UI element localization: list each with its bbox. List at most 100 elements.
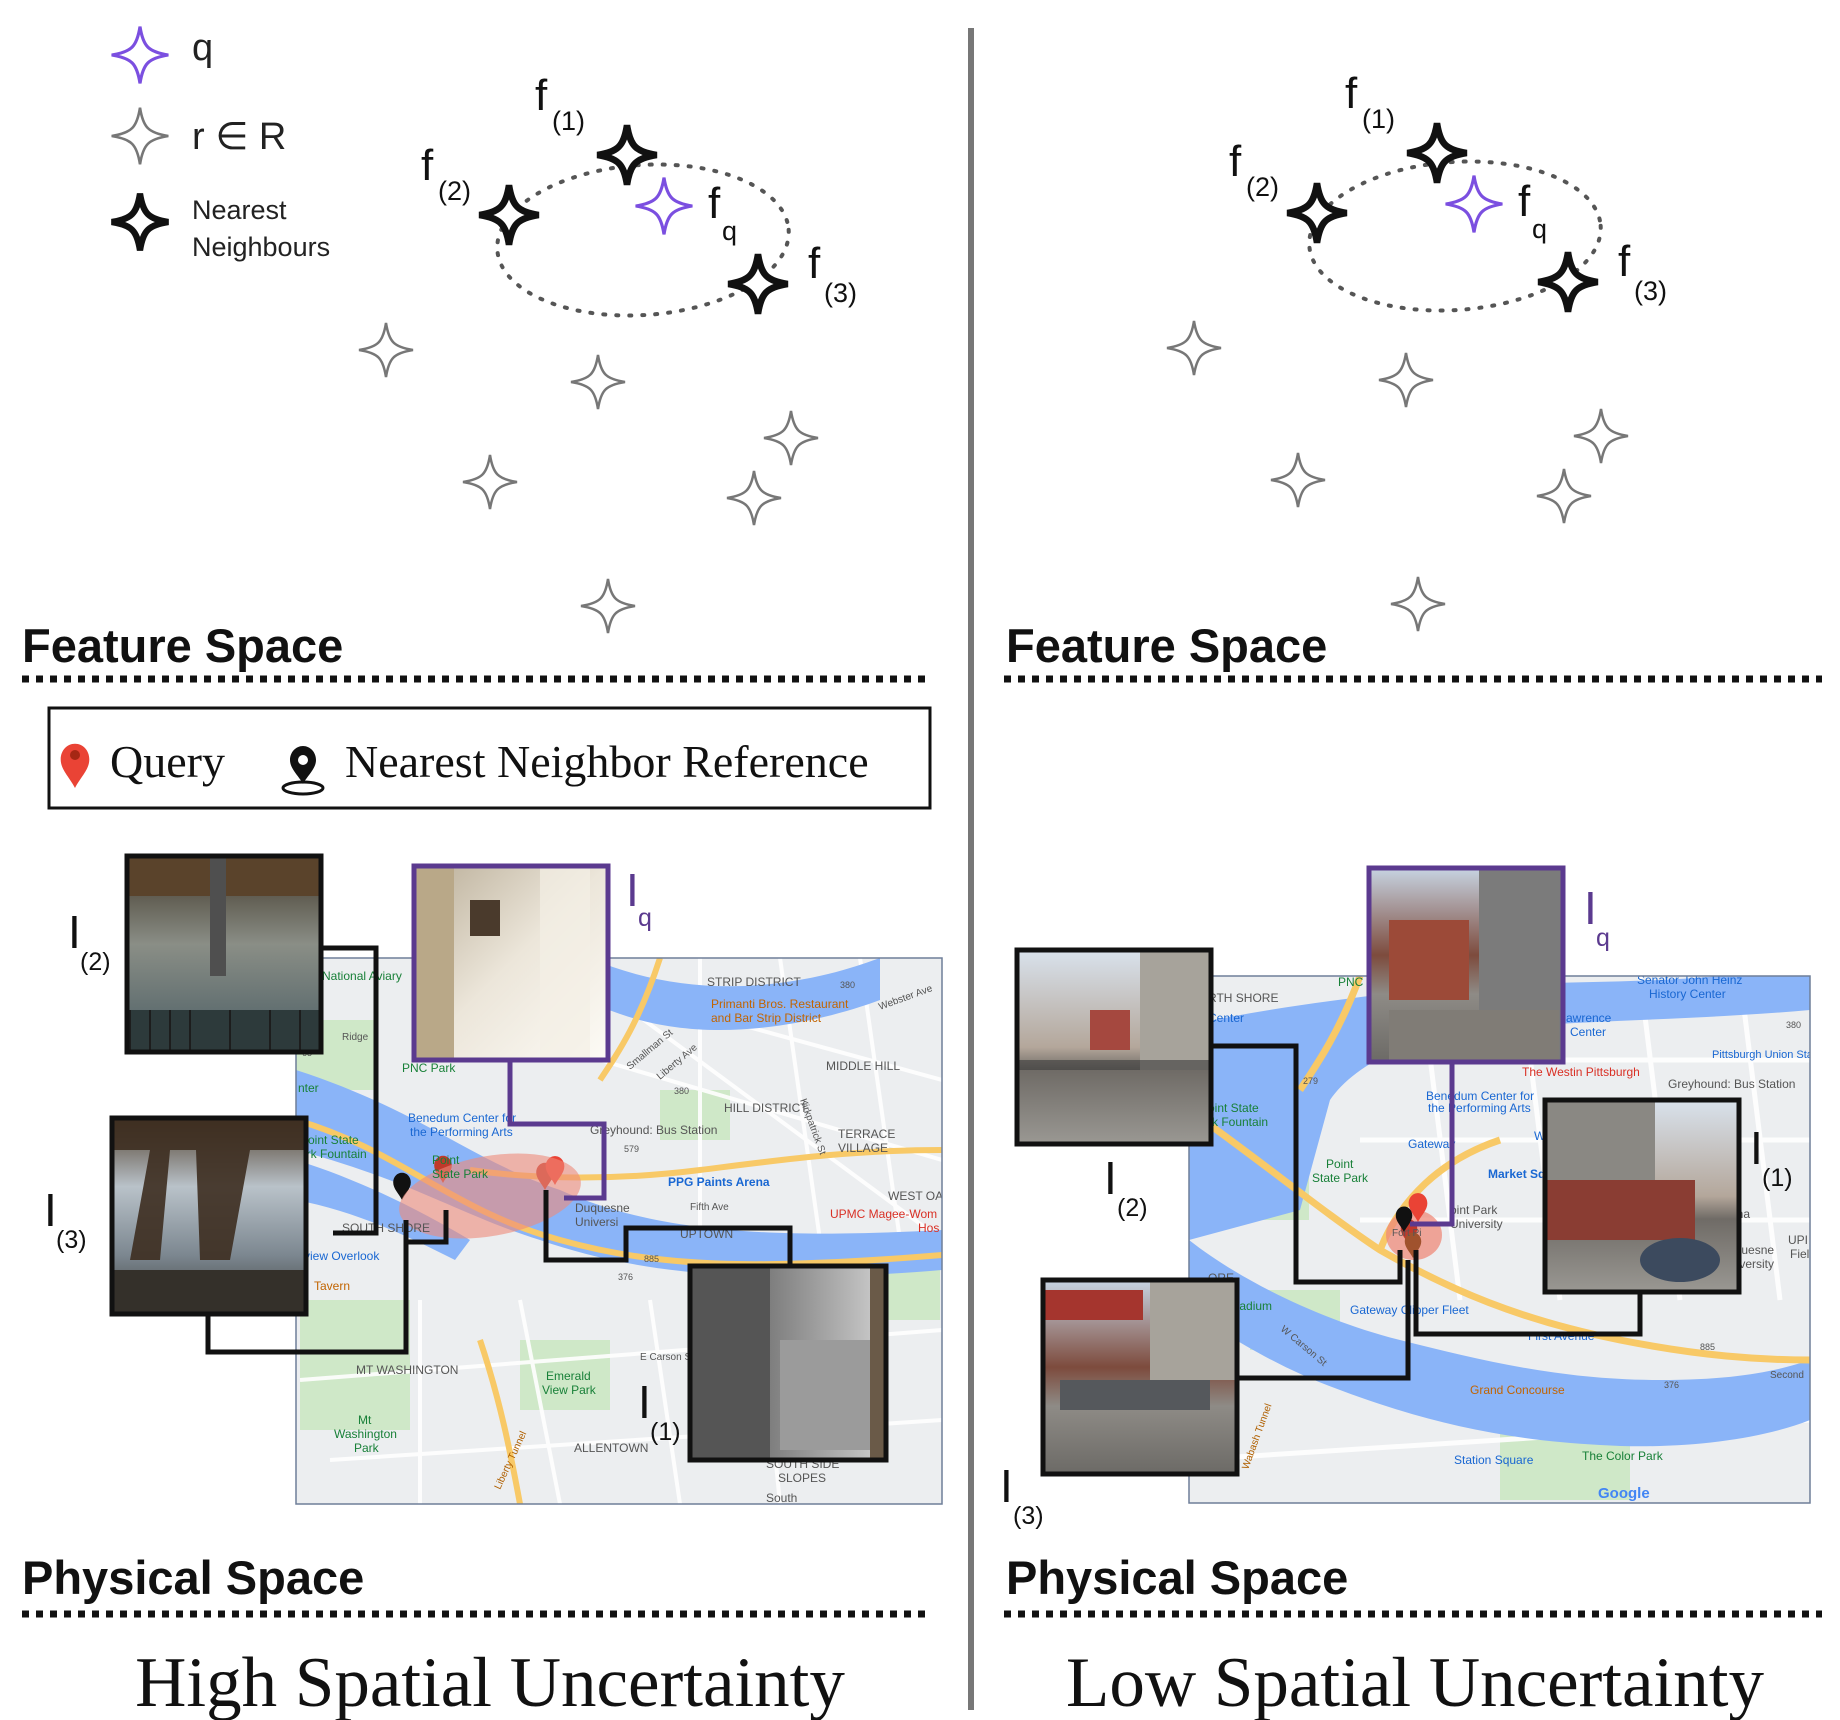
map-label: 376 (1664, 1380, 1679, 1390)
left-physical-space: Query Nearest Neighbor Reference (22, 706, 943, 1720)
map-label: Greyhound: Bus Station (590, 1123, 717, 1137)
map-label: Hos (918, 1221, 939, 1235)
query-star-icon (110, 25, 170, 85)
map-label: Ridge (342, 1032, 369, 1043)
reference-star (725, 469, 783, 527)
f2-sub: (2) (1246, 172, 1279, 202)
map-label: PNC Park (402, 1061, 456, 1075)
connector-lines (1212, 1043, 1643, 1381)
legend-reference-label: r ∈ R (192, 116, 286, 158)
reference-star (357, 321, 415, 379)
map-label: 380 (1786, 1020, 1801, 1030)
map-label: Point (1326, 1157, 1354, 1171)
map-label: PPG Paints Arena (668, 1175, 770, 1189)
physical-space-title-right: Physical Space (1006, 1551, 1348, 1604)
map-legend-nn: Nearest Neighbor Reference (345, 736, 869, 787)
map-label: the Performing Arts (410, 1125, 513, 1139)
photo-I3-right (1040, 1277, 1240, 1477)
map-label: E Carson St (640, 1352, 694, 1363)
map-label: Greyhound: Bus Station (1668, 1077, 1795, 1091)
map-label: Universi (575, 1215, 618, 1229)
connector-lines (205, 945, 793, 1355)
neighbourhood-ellipse (495, 162, 791, 318)
map-label: Second (1770, 1370, 1804, 1381)
reference-star (1377, 351, 1435, 409)
I1-sub: (1) (650, 1418, 681, 1446)
nearest-neighbour-star-icon (112, 194, 169, 251)
reference-star (461, 453, 519, 511)
map-legend: Query Nearest Neighbor Reference (47, 706, 932, 810)
I2-label: I (68, 906, 81, 958)
map-label: PNC (1338, 975, 1364, 989)
Iq-sub-right: q (1596, 924, 1610, 952)
neighbourhood-ellipse (1307, 159, 1603, 313)
I2-sub-right: (2) (1117, 1194, 1148, 1222)
map-label: Fifth Ave (690, 1202, 729, 1213)
map-label: HILL DISTRICT (724, 1101, 808, 1115)
reference-star (762, 409, 820, 467)
I2-label-right: I (1104, 1152, 1117, 1204)
right-physical-space: RTH SHORE Center PNC Senator John Heinz … (1000, 865, 1822, 1720)
map-label: 579 (624, 1144, 639, 1154)
reference-star (579, 577, 637, 635)
query-star (634, 176, 694, 236)
feature-legend: q r ∈ R Nearest Neighbours (110, 25, 330, 262)
right-caption: Low Spatial Uncertainty (1066, 1644, 1764, 1720)
query-pin-dot (70, 750, 80, 760)
map-label: 279 (1303, 1076, 1318, 1086)
f2-label: f (1229, 137, 1242, 186)
map-label: rk Fountain (1208, 1115, 1268, 1129)
map-label: Park (354, 1441, 380, 1455)
map-label: Mt (358, 1413, 372, 1427)
map-label: view Overlook (304, 1249, 380, 1263)
map-label: 380 (674, 1086, 689, 1096)
map-label: UPMC Magee-Wom (830, 1207, 937, 1221)
map-label: National Aviary (322, 969, 402, 983)
f1-label: f (535, 71, 548, 120)
map-label: Duquesne (575, 1201, 630, 1215)
map-label: Market Squ (1488, 1167, 1553, 1181)
I3-label-right: I (1000, 1460, 1013, 1512)
map-label: Emerald (546, 1369, 591, 1383)
left-feature-space: q r ∈ R Nearest Neighbours f (1) f (22, 25, 930, 683)
legend-query-label: q (192, 27, 213, 69)
fq-label: f (708, 179, 721, 228)
reference-star-icon (110, 106, 170, 166)
nn-pin-icon (281, 746, 325, 796)
f3-sub: (3) (824, 278, 857, 308)
map-label: and Bar Strip District (711, 1011, 822, 1025)
legend-nn-label-1: Nearest (192, 195, 287, 225)
I2-sub: (2) (80, 948, 111, 976)
photo-I2-right (1014, 947, 1214, 1147)
map-label: STRIP DISTRICT (707, 975, 801, 989)
physical-space-title-left: Physical Space (22, 1551, 364, 1604)
map-label: The Westin Pittsburgh (1522, 1065, 1640, 1079)
map-label: nter (298, 1081, 319, 1095)
map-label: The Color Park (1582, 1449, 1664, 1463)
Iq-label: I (626, 864, 639, 916)
photo-I1 (687, 1263, 889, 1463)
map-label: RTH SHORE (1208, 991, 1278, 1005)
reference-stars (1165, 319, 1630, 633)
photo-Iq-right (1366, 865, 1566, 1065)
f3-label: f (1618, 237, 1631, 286)
map-label: VILLAGE (838, 1141, 888, 1155)
fq-sub: q (722, 216, 737, 246)
reference-star (1389, 575, 1447, 633)
map-label: 380 (840, 980, 855, 990)
left-caption: High Spatial Uncertainty (135, 1644, 845, 1720)
map-label: State Park (1312, 1171, 1369, 1185)
I3-label: I (44, 1184, 57, 1236)
reference-star (1572, 407, 1630, 465)
nn-star-2 (1287, 183, 1346, 242)
map-label: Center (1570, 1025, 1606, 1039)
Iq-sub: q (638, 904, 652, 932)
feature-space-title-right: Feature Space (1006, 619, 1327, 672)
map-label: Tavern (314, 1279, 350, 1293)
I1-label: I (638, 1376, 651, 1428)
map-label: Pittsburgh Union Sta (1712, 1049, 1814, 1061)
map-label: Primanti Bros. Restaurant (711, 997, 849, 1011)
photo-Iq (411, 863, 611, 1063)
map-label: 376 (618, 1272, 633, 1282)
f2-sub: (2) (438, 176, 471, 206)
